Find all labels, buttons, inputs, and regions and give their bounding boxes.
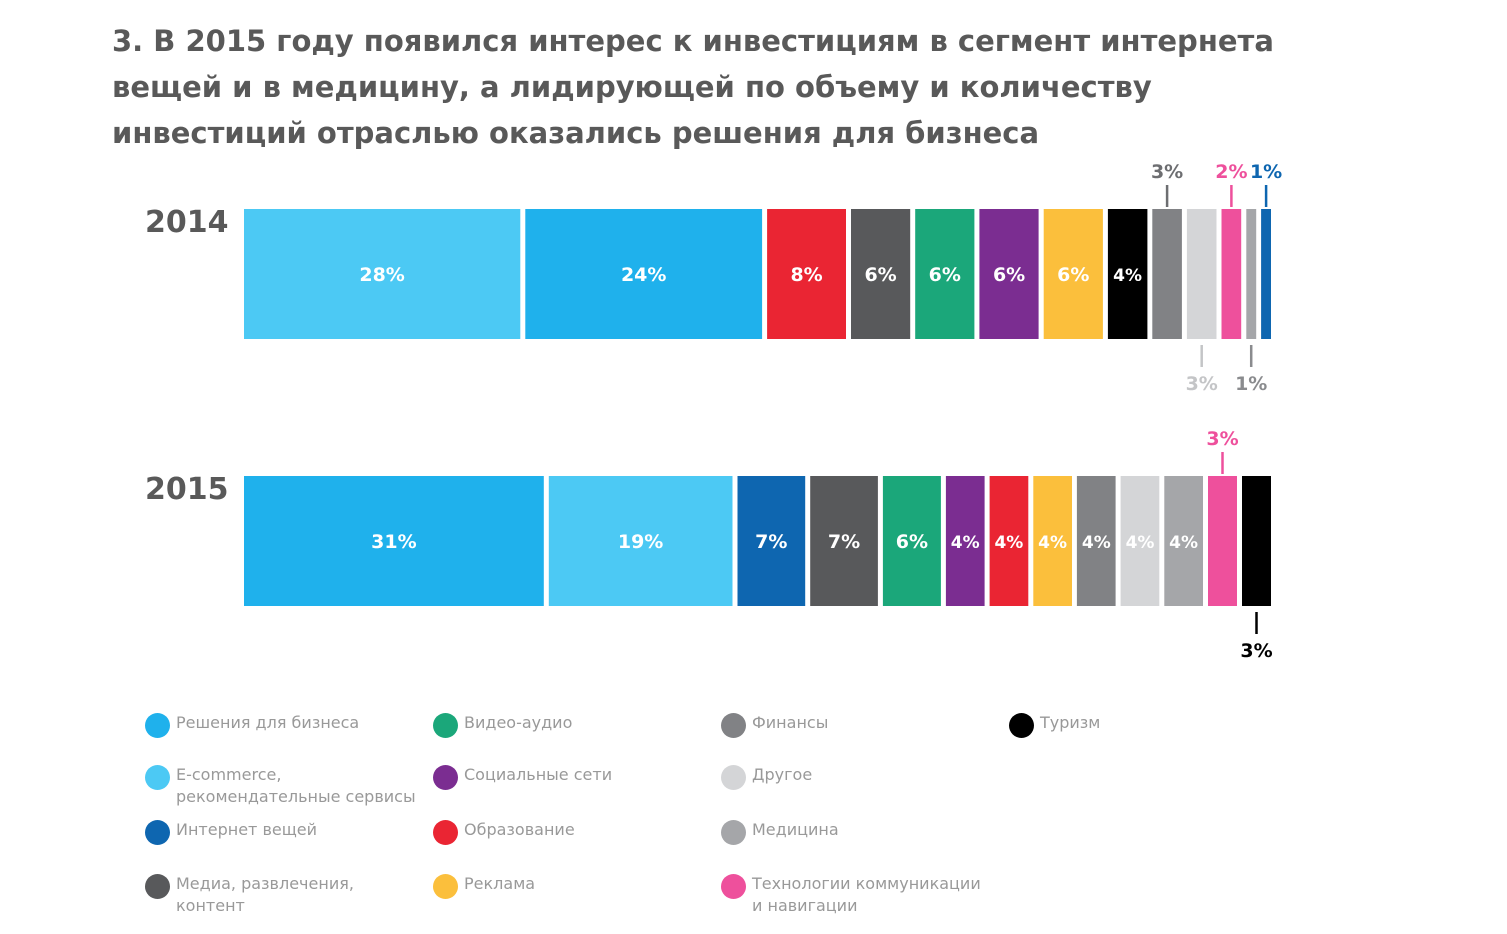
data-label-2015-ads: 4% [1038,533,1067,553]
bar-2015-telecom [1208,476,1237,606]
legend-swatch-medicine [721,820,746,845]
legend-item-iot: Интернет вещей [145,819,317,845]
legend-item-ecommerce: E-commerce, рекомендательные сервисы [145,764,416,808]
legend-item-medicine: Медицина [721,819,839,845]
legend-label-media: Медиа, развлечения, контент [176,874,354,915]
legend-item-business: Решения для бизнеса [145,712,359,738]
legend-label-other: Другое [752,765,813,784]
data-label-2014-finance: 3% [1151,161,1183,183]
bar-2014-business [525,209,763,339]
data-label-2014-media: 6% [864,264,896,286]
legend-item-other: Другое [721,764,812,790]
data-label-2015-ecommerce: 19% [618,531,663,553]
legend-label-social: Социальные сети [464,765,613,784]
bar-2014-education [767,209,846,339]
legend-swatch-other [721,765,746,790]
legend-swatch-business [145,713,170,738]
data-label-2014-business: 24% [621,264,666,286]
legend-swatch-media [145,874,170,899]
legend-swatch-tourism [1009,713,1034,738]
data-label-2015-tourism: 3% [1240,640,1272,662]
legend-item-video: Видео-аудио [433,712,572,738]
data-label-2015-media: 7% [828,531,860,553]
bar-2015-business [244,476,544,606]
data-label-2015-education: 4% [994,533,1023,553]
bar-2015-finance [1076,476,1116,606]
bar-2015-ecommerce [548,476,733,606]
data-label-2014-ecommerce: 28% [359,264,404,286]
legend-item-social: Социальные сети [433,764,612,790]
data-label-2015-finance: 4% [1082,533,1111,553]
legend-swatch-ads [433,874,458,899]
data-label-2015-other: 4% [1126,533,1155,553]
bar-2015-iot [737,476,806,606]
legend-label-ecommerce: E-commerce, рекомендательные сервисы [176,765,416,806]
bar-2015-tourism [1242,476,1271,606]
legend-swatch-telecom [721,874,746,899]
data-label-2014-social: 6% [993,264,1025,286]
data-label-2015-iot: 7% [755,531,787,553]
year-label-2014: 2014 [145,205,229,240]
bar-2014-telecom [1221,209,1242,339]
legend-item-media: Медиа, развлечения, контент [145,873,354,917]
bar-2014-ads [1043,209,1103,339]
legend-swatch-iot [145,820,170,845]
bar-2015-video [882,476,941,606]
bar-2015-other [1120,476,1160,606]
bar-2014-medicine [1246,209,1257,339]
legend-item-tourism: Туризм [1009,712,1100,738]
data-label-2015-telecom: 3% [1206,428,1238,450]
bar-2015-medicine [1164,476,1203,606]
legend-label-medicine: Медицина [752,820,839,839]
bar-2014-ecommerce [244,209,521,339]
data-label-2014-tourism: 4% [1113,266,1142,286]
bar-2015-ads [1033,476,1072,606]
bar-2014-iot [1261,209,1271,339]
bar-2014-tourism [1107,209,1148,339]
legend-label-business: Решения для бизнеса [176,713,360,732]
data-label-2014-education: 8% [790,264,822,286]
bar-2014-other [1186,209,1217,339]
legend-swatch-finance [721,713,746,738]
legend-item-finance: Финансы [721,712,828,738]
legend-label-education: Образование [464,820,575,839]
legend-label-iot: Интернет вещей [176,820,318,839]
bar-2015-education [989,476,1029,606]
data-label-2015-business: 31% [371,531,416,553]
bar-2014-video [915,209,975,339]
bar-2014-finance [1152,209,1182,339]
data-label-2015-social: 4% [951,533,980,553]
data-label-2014-video: 6% [929,264,961,286]
legend-swatch-education [433,820,458,845]
legend-label-ads: Реклама [464,874,536,893]
legend-label-video: Видео-аудио [464,713,573,732]
legend-label-finance: Финансы [752,713,829,732]
data-label-2015-medicine: 4% [1169,533,1198,553]
legend-label-telecom: Технологии коммуникации и навигации [752,874,981,915]
year-label-2015: 2015 [145,472,229,507]
legend-label-tourism: Туризм [1040,713,1101,732]
bar-2015-social [945,476,985,606]
bar-2014-social [979,209,1039,339]
bar-2015-media [810,476,878,606]
data-label-2014-telecom: 2% [1215,161,1247,183]
chart-title: 3. В 2015 году появился интерес к инвест… [112,24,1274,150]
legend-swatch-ecommerce [145,765,170,790]
data-label-2014-ads: 6% [1057,264,1089,286]
legend-item-telecom: Технологии коммуникации и навигации [721,873,981,917]
legend-item-ads: Реклама [433,873,535,899]
data-label-2015-video: 6% [896,531,928,553]
legend-swatch-social [433,765,458,790]
bar-2014-media [851,209,911,339]
legend-item-education: Образование [433,819,575,845]
data-label-2014-medicine: 1% [1235,373,1267,395]
legend-swatch-video [433,713,458,738]
data-label-2014-other: 3% [1186,373,1218,395]
data-label-2014-iot: 1% [1250,161,1282,183]
